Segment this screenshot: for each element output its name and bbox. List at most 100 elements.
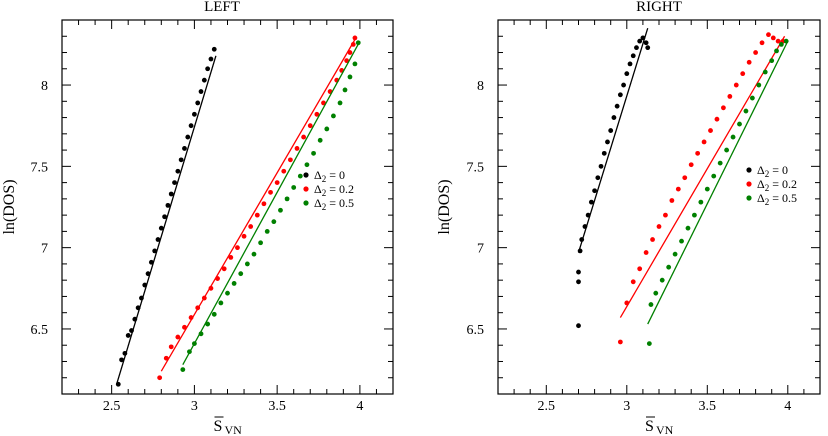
data-point (168, 344, 174, 350)
series-0 (115, 46, 217, 387)
y-tick-label: 8 (41, 79, 48, 94)
data-point (637, 38, 643, 44)
legend-marker (303, 172, 309, 178)
data-point (753, 50, 758, 55)
y-tick-label: 7 (41, 242, 48, 257)
data-point (733, 82, 739, 88)
legend-label: Δ2 = 0.5 (757, 191, 797, 207)
legend-value: = 0.2 (769, 177, 797, 191)
data-point (187, 349, 192, 355)
legend-label: Δ2 = 0 (757, 163, 788, 179)
data-point (271, 219, 277, 225)
legend-item: Δ2 = 0 (746, 163, 788, 179)
data-point (774, 48, 779, 54)
legend-subscript: 2 (322, 174, 327, 184)
data-point (708, 128, 713, 133)
data-point (135, 305, 141, 311)
data-point (701, 139, 707, 145)
legend-symbol: Δ (757, 191, 765, 205)
legend-value: = 0 (326, 168, 345, 182)
legend-item: Δ2 = 0.2 (303, 182, 354, 198)
data-point (605, 139, 610, 145)
data-point (188, 123, 194, 129)
data-point (165, 202, 171, 208)
series-1 (157, 35, 358, 381)
data-point (152, 248, 158, 254)
data-point (577, 248, 583, 254)
data-point (711, 173, 717, 179)
data-point (281, 168, 287, 174)
y-tick-label: 7 (477, 242, 484, 257)
legend-symbol: Δ (757, 177, 765, 191)
data-point (352, 61, 358, 67)
data-point (617, 92, 623, 98)
data-point (695, 150, 701, 156)
data-point (672, 251, 678, 257)
legend-label: Δ2 = 0.2 (314, 182, 354, 198)
data-point (198, 331, 204, 337)
data-point (122, 350, 128, 356)
legend-value: = 0 (769, 163, 788, 177)
data-point (576, 269, 581, 275)
fit-line (619, 35, 786, 318)
data-point (759, 40, 765, 46)
data-point (663, 212, 668, 218)
data-point (304, 162, 310, 168)
data-point (158, 225, 164, 231)
data-point (634, 45, 639, 51)
data-point (598, 163, 604, 169)
data-point (317, 137, 323, 143)
data-point (756, 82, 762, 88)
data-point (582, 224, 588, 229)
data-point (175, 334, 181, 340)
legend-value: = 0.2 (326, 182, 354, 196)
data-point (180, 367, 186, 373)
data-point (646, 341, 652, 346)
data-point (740, 71, 746, 77)
data-point (653, 290, 659, 296)
data-point (244, 261, 250, 267)
data-point (624, 71, 630, 77)
data-point (608, 128, 614, 133)
data-point (274, 180, 280, 186)
data-point (218, 300, 224, 306)
data-point (588, 199, 594, 205)
data-point (637, 266, 643, 272)
data-point (307, 123, 313, 129)
data-point (624, 300, 630, 306)
data-point (730, 134, 736, 140)
x-tick-label: 2.5 (538, 399, 556, 414)
data-point (643, 40, 649, 46)
data-point (182, 146, 187, 151)
data-point (132, 316, 138, 322)
data-point (614, 103, 620, 109)
y-tick-label: 7.5 (31, 160, 49, 175)
x-axis-label-sub: VN (225, 423, 243, 436)
data-point (743, 108, 749, 114)
data-point (324, 126, 330, 132)
legend: Δ2 = 0Δ2 = 0.2Δ2 = 0.5 (746, 163, 797, 207)
data-point (342, 87, 348, 93)
data-point (766, 32, 771, 38)
x-axis-label: S VN (645, 416, 674, 436)
data-point (721, 105, 726, 111)
data-point (125, 333, 131, 338)
data-point (139, 295, 144, 301)
data-point (350, 41, 356, 47)
data-point (264, 228, 270, 234)
data-point (355, 40, 361, 46)
data-point (148, 259, 154, 265)
data-point (682, 175, 688, 181)
data-point (192, 341, 197, 346)
data-point (737, 121, 742, 127)
data-point (601, 150, 607, 156)
data-point (258, 240, 263, 246)
legend-marker (746, 181, 752, 187)
y-tick-label: 6.5 (31, 323, 49, 338)
data-point (268, 189, 273, 195)
data-point (627, 61, 633, 67)
data-point (311, 150, 316, 156)
x-tick-label: 3 (191, 399, 198, 414)
